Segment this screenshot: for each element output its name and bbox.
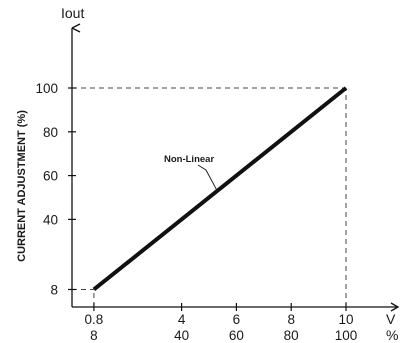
series-line-0: [92, 86, 348, 292]
y-tick-label: 8: [50, 282, 58, 297]
x-tick-label-volts: 6: [233, 312, 241, 327]
axes: [71, 23, 400, 312]
x-tick-label-percent: 100: [335, 328, 358, 343]
annotation-label: Non-Linear: [164, 154, 214, 165]
x-axis-arrow: [390, 302, 400, 312]
x-tick-label-volts: 4: [178, 312, 186, 327]
series: [92, 86, 348, 292]
y-tick-label: 60: [43, 169, 58, 184]
y-ticks: 8 40 60 80 100: [35, 81, 76, 297]
y-tick-label: 100: [35, 81, 58, 96]
x-tick-label-volts: 0.8: [85, 312, 104, 327]
y-axis-label: Iout: [61, 5, 84, 21]
x-tick-label-percent: 8: [90, 328, 98, 343]
x-axis-label-volts: V: [386, 311, 396, 327]
x-tick-label-percent: 40: [174, 328, 189, 343]
y-tick-label: 40: [43, 212, 58, 227]
annotations: Non-Linear: [164, 154, 218, 192]
y-tick-label: 80: [43, 125, 58, 140]
x-tick-label-percent: 80: [284, 328, 299, 343]
x-tick-label-volts: 10: [338, 312, 353, 327]
annotation-leader: [197, 164, 218, 192]
x-axis-label-percent: %: [386, 327, 398, 343]
x-tick-label-volts: 8: [287, 312, 295, 327]
x-tick-label-percent: 60: [229, 328, 244, 343]
y-axis-side-label: CURRENT ADJUSTMENT (%): [16, 110, 28, 262]
